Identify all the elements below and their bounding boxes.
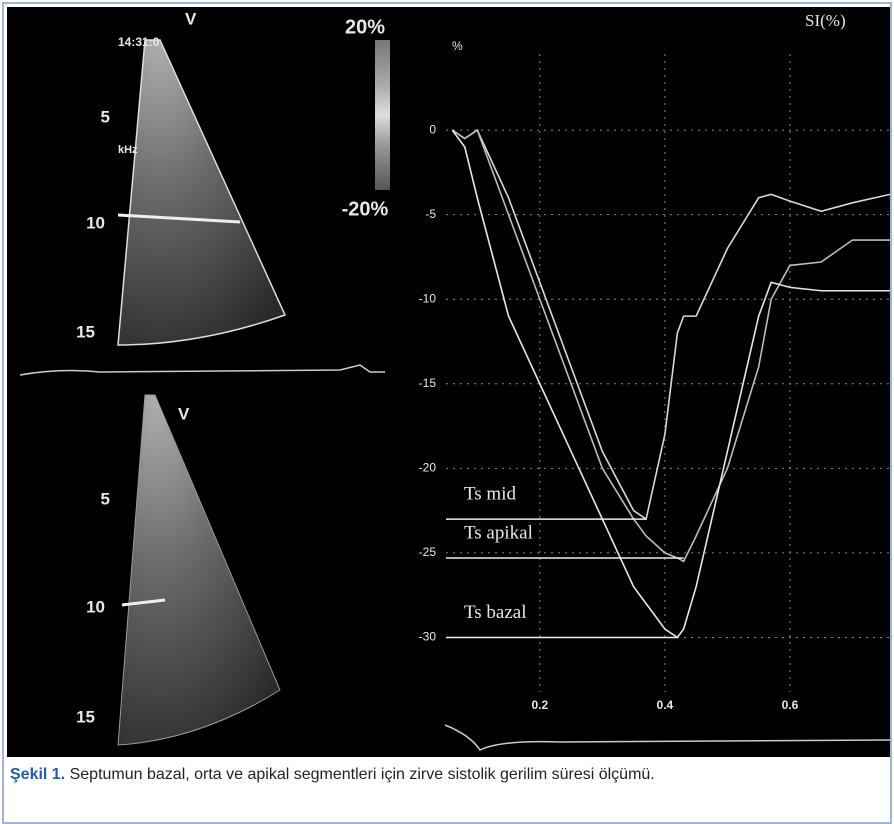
y-tick-label: -10 xyxy=(419,291,437,305)
view-label: V xyxy=(185,9,197,28)
view-label: V xyxy=(178,404,190,423)
color-scale xyxy=(375,40,390,190)
x-tick-label: 0.6 xyxy=(782,698,799,712)
y-axis-label: % xyxy=(452,39,463,53)
caption-text: Septumun bazal, orta ve apikal segmentle… xyxy=(70,766,655,783)
depth-label: 15 xyxy=(76,707,95,726)
chart-title: SI(%) xyxy=(805,11,846,30)
depth-label: 5 xyxy=(101,107,110,126)
scale-label: 20% xyxy=(345,16,385,38)
unit-label: kHz xyxy=(118,144,138,156)
y-tick-label: -30 xyxy=(419,630,437,644)
depth-label: 10 xyxy=(86,597,105,616)
caption: Şekil 1. Septumun bazal, orta ve apikal … xyxy=(10,764,890,785)
x-tick-label: 0.2 xyxy=(531,698,548,712)
depth-label: 5 xyxy=(101,489,110,508)
depth-label: 10 xyxy=(86,213,105,232)
y-tick-label: -5 xyxy=(425,207,436,221)
page: 20% -20% 14:31:0 kHz V 5 10 15 V 5 10 15… xyxy=(0,0,894,824)
scale-label: -20% xyxy=(342,198,389,220)
annotation-label: Ts mid xyxy=(464,483,516,504)
caption-label: Şekil 1. xyxy=(10,766,65,783)
depth-label: 15 xyxy=(76,322,95,341)
x-tick-label: 0.4 xyxy=(657,698,674,712)
annotation-label: Ts apikal xyxy=(464,522,533,543)
y-tick-label: -15 xyxy=(419,376,437,390)
y-tick-label: -25 xyxy=(419,545,437,559)
figure: 20% -20% 14:31:0 kHz V 5 10 15 V 5 10 15… xyxy=(0,0,894,760)
y-tick-label: 0 xyxy=(429,122,436,136)
annotation-label: Ts bazal xyxy=(464,602,527,623)
time-label: 14:31:0 xyxy=(118,35,160,49)
y-tick-label: -20 xyxy=(419,461,437,475)
